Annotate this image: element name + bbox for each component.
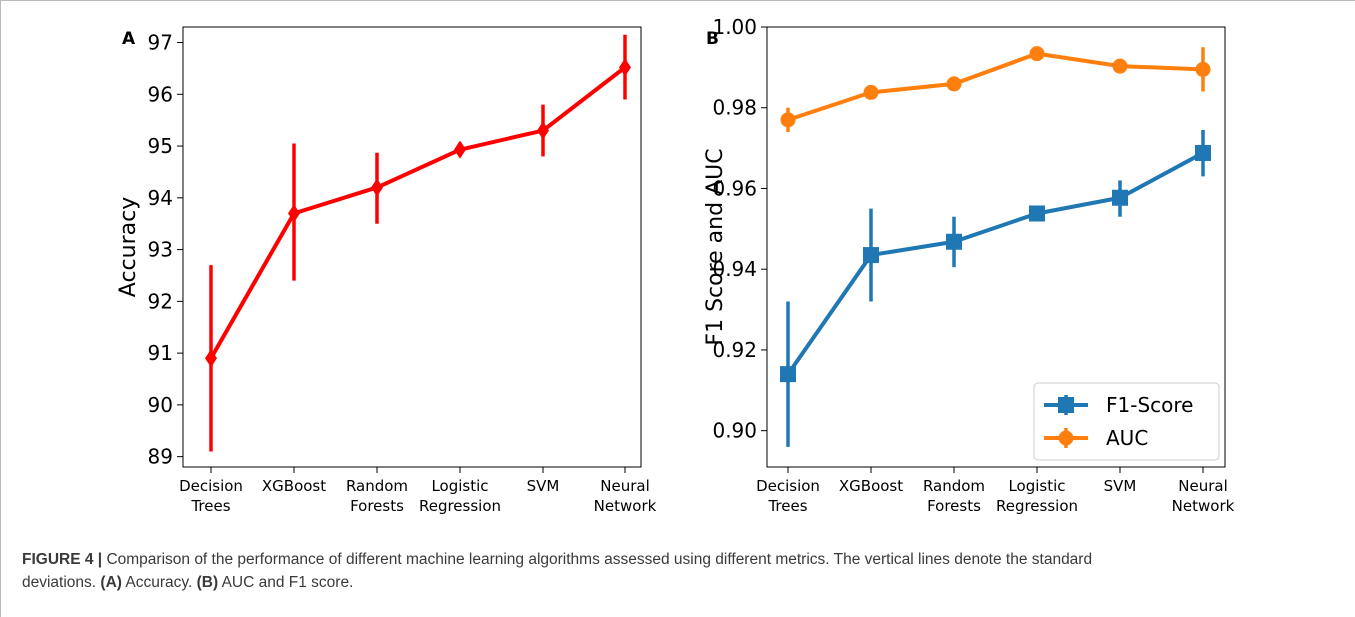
x-tick-label: Regression (419, 497, 501, 515)
figure-caption: FIGURE 4 | Comparison of the performance… (22, 548, 1332, 594)
x-tick-label: Regression (996, 497, 1078, 515)
x-tick-label: Neural (600, 477, 649, 495)
data-point-marker (780, 366, 796, 383)
caption-line1: Comparison of the performance of differe… (102, 551, 1093, 568)
x-tick-label: Decision (756, 477, 820, 495)
x-tick-label: Random (346, 477, 408, 495)
data-point-marker (454, 140, 466, 159)
y-tick-label: 95 (148, 134, 173, 158)
series-accuracy (205, 34, 631, 452)
x-tick-label: Forests (927, 497, 981, 515)
y-tick-label: 0.94 (712, 257, 757, 281)
frame-top-border (0, 0, 1355, 1)
x-tick-label: XGBoost (262, 477, 326, 495)
chart-panel-a: A 89 90 91 92 93 94 95 96 97 Accuracy Decision Trees… (116, 26, 657, 515)
data-point-marker (619, 58, 631, 77)
legend-label: AUC (1106, 426, 1148, 450)
x-tick-label: Logistic (431, 477, 488, 495)
y-tick-label: 97 (148, 31, 173, 55)
data-point-marker (1112, 58, 1128, 74)
legend-swatch-marker (1058, 430, 1074, 446)
series-line (786, 151, 1204, 376)
series-auc (780, 46, 1211, 132)
y-tick-label: 96 (148, 82, 173, 106)
y-tick-label: 89 (148, 445, 173, 469)
figure-charts: A 89 90 91 92 93 94 95 96 97 Accuracy Decision Trees… (116, 15, 1235, 515)
chart-panel-b: B 0.90 0.92 0.94 0.96 0.98 1.00 F1 Score and AU… (703, 15, 1235, 515)
y-tick-label: 93 (148, 238, 173, 262)
y-tick-label: 0.90 (712, 419, 757, 443)
x-tick-label: Random (923, 477, 985, 495)
frame-caption-border (0, 545, 1, 617)
x-tick-label: Trees (190, 497, 230, 515)
frame-left-border (0, 0, 1, 546)
x-tick-label: Decision (179, 477, 243, 495)
y-tick-label: 90 (148, 393, 173, 417)
x-tick-label: Network (1172, 497, 1235, 515)
data-point-marker (288, 204, 300, 223)
panel-label: B (706, 29, 719, 49)
data-point-marker (1195, 144, 1211, 161)
caption-ref-a: (A) (100, 574, 122, 591)
x-tick-label: SVM (527, 477, 560, 495)
data-point-marker (946, 76, 962, 92)
legend-label: F1-Score (1106, 393, 1193, 417)
plot-area-frame (182, 26, 642, 468)
x-tick-label: Logistic (1008, 477, 1065, 495)
caption-ref-b: (B) (196, 574, 219, 591)
data-point-marker (1112, 189, 1128, 206)
data-point-marker (1195, 61, 1211, 77)
x-tick-label: XGBoost (839, 477, 903, 495)
y-tick-label: 94 (148, 186, 173, 210)
legend-swatch-marker (1058, 397, 1074, 413)
y-axis-label: F1 Score and AUC (703, 148, 728, 345)
data-point-marker (1029, 205, 1045, 222)
y-tick-label: 0.96 (712, 176, 757, 200)
series-line (209, 65, 627, 360)
x-tick-label: Network (594, 497, 657, 515)
data-point-marker (537, 121, 549, 140)
caption-text-b: AUC and F1 score. (218, 574, 354, 591)
panel-label: A (122, 29, 136, 49)
legend-box (1033, 382, 1220, 461)
data-point-marker (205, 349, 217, 368)
caption-label: FIGURE 4 | (22, 551, 103, 568)
data-point-marker (946, 233, 962, 250)
x-tick-label: Forests (350, 497, 404, 515)
series-f1-score (780, 129, 1211, 447)
data-point-marker (863, 84, 879, 100)
data-point-marker (371, 178, 383, 197)
data-point-marker (1029, 46, 1045, 62)
y-tick-label: 91 (148, 341, 173, 365)
y-tick-label: 0.92 (712, 338, 757, 362)
caption-line2: deviations. (22, 574, 101, 591)
y-tick-label: 0.98 (712, 96, 757, 120)
x-tick-label: Trees (767, 497, 807, 515)
series-line (787, 51, 1204, 122)
y-tick-label: 92 (148, 289, 173, 313)
y-tick-label: 1.00 (712, 15, 757, 39)
x-tick-label: SVM (1104, 477, 1137, 495)
x-tick-label: Neural (1178, 477, 1227, 495)
legend: F1-Score AUC (1033, 382, 1220, 461)
y-axis-label: Accuracy (116, 197, 141, 297)
caption-text-a: Accuracy. (121, 574, 197, 591)
plot-area-frame (766, 26, 1226, 468)
data-point-marker (780, 112, 796, 128)
data-point-marker (863, 247, 879, 264)
